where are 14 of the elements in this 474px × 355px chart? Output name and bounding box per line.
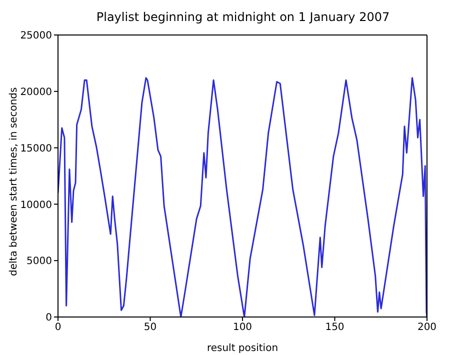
chart-title: Playlist beginning at midnight on 1 January 2007	[95, 10, 391, 24]
y-axis-title: delta between start times, in seconds	[8, 87, 20, 276]
x-tick-label: 100	[232, 322, 252, 334]
x-axis-title: result position	[206, 343, 278, 354]
x-tick-label: 150	[325, 322, 344, 334]
y-tick-label: 0	[46, 312, 52, 324]
x-tick-label: 50	[144, 322, 157, 334]
x-tick-label: 0	[54, 322, 62, 334]
y-tick-label: 5000	[26, 256, 52, 268]
y-tick-label: 25000	[20, 30, 52, 42]
y-tick-label: 15000	[20, 143, 52, 154]
y-tick-label: 10000	[20, 200, 52, 211]
y-tick-label: 20000	[20, 86, 52, 98]
x-tick-label: 200	[417, 322, 437, 334]
